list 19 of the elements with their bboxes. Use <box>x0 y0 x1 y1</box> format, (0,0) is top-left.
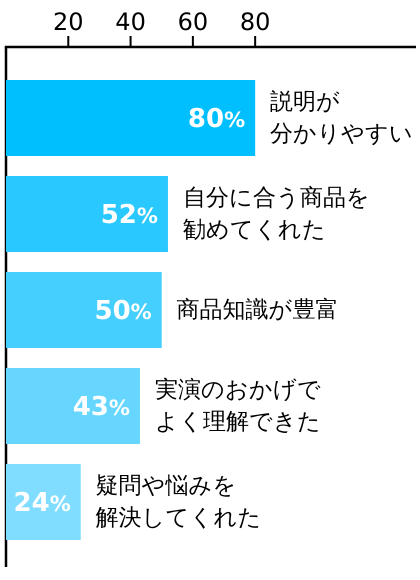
bar <box>6 80 256 156</box>
y-tick-label: 説明が分かりやすい <box>270 88 414 149</box>
y-tick-label: 実演のおかげでよく理解できた <box>154 376 322 437</box>
bar <box>6 176 168 252</box>
bar <box>6 368 140 444</box>
y-tick-label: 商品知識が豊富 <box>176 296 340 325</box>
y-tick-label: 自分に合う商品を勧めてくれた <box>182 184 371 245</box>
data-label: 24% <box>14 488 71 518</box>
x-tick-label: 80 <box>240 8 270 36</box>
data-label: 50% <box>94 296 152 326</box>
bar <box>6 464 81 540</box>
y-tick-label: 疑問や悩みを解決してくれた <box>96 472 263 533</box>
data-label: 52% <box>100 200 158 230</box>
x-tick-label: 40 <box>115 8 146 36</box>
data-label: 43% <box>72 392 130 422</box>
data-label: 80% <box>188 104 246 134</box>
bar <box>6 272 162 348</box>
x-tick-label: 20 <box>53 8 84 36</box>
x-tick-label: 60 <box>178 8 208 36</box>
